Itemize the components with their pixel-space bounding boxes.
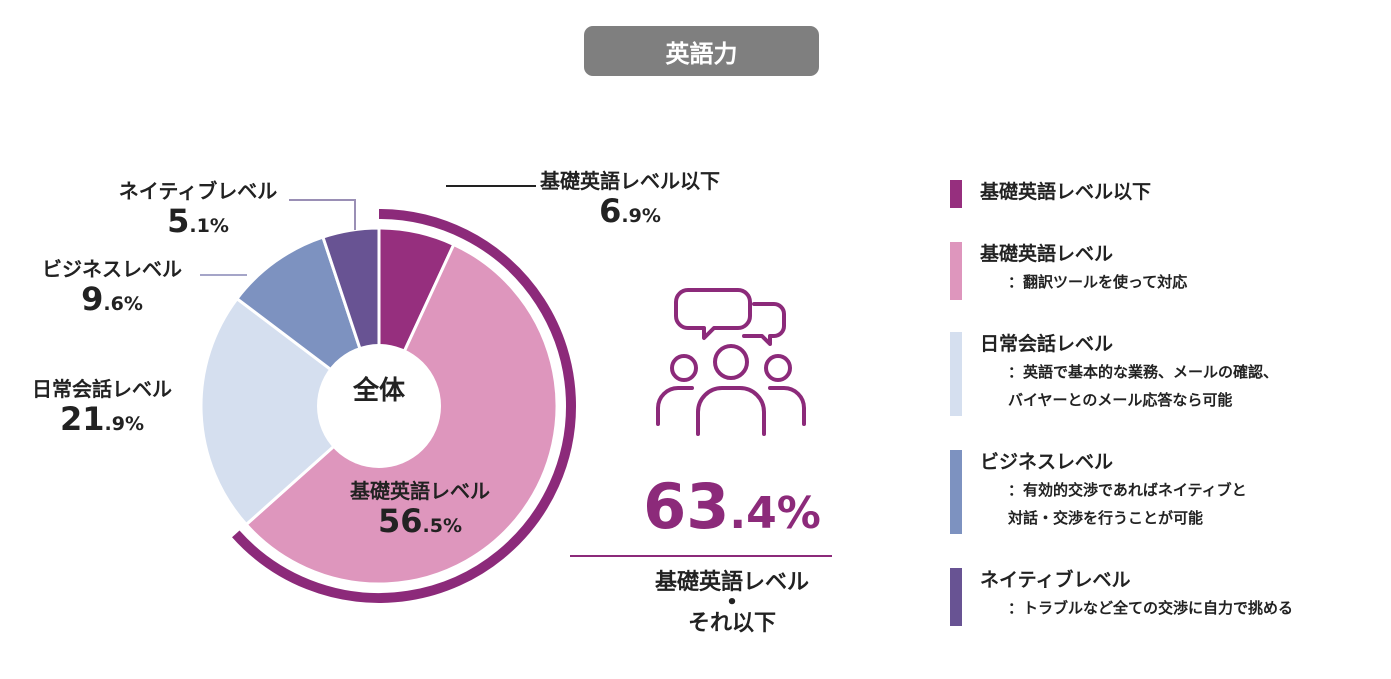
- legend-item-daily: 日常会話レベル ：英語で基本的な業務、メールの確認、 バイヤーとのメール応答なら…: [950, 330, 1380, 448]
- legend: 基礎英語レベル以下 基礎英語レベル ：翻訳ツールを使って対応 日常会話レベル ：…: [950, 178, 1380, 628]
- legend-swatch: [950, 450, 962, 534]
- legend-desc: ：有効的交渉であればネイティブと 対話・交渉を行うことが可能: [1008, 481, 1247, 527]
- legend-desc: ：トラブルなど全ての交渉に自力で挑める: [1008, 599, 1294, 617]
- people-chat-icon: [656, 288, 806, 436]
- highlight-caption-line1: 基礎英語レベル: [654, 570, 809, 595]
- center-label: 全体: [352, 376, 405, 406]
- label-daily-value: 21.9%: [59, 400, 144, 438]
- legend-label: 日常会話レベル: [980, 333, 1114, 355]
- label-business: ビジネスレベル 9.6%: [22, 258, 202, 318]
- legend-swatch: [950, 332, 962, 416]
- legend-item-basic-below: 基礎英語レベル以下: [950, 178, 1380, 240]
- label-basic-name: 基礎英語レベル: [350, 479, 490, 503]
- legend-item-basic: 基礎英語レベル ：翻訳ツールを使って対応: [950, 240, 1380, 330]
- label-basic-value: 56.5%: [377, 502, 462, 540]
- label-basic-below: 基礎英語レベル以下 6.9%: [540, 170, 720, 230]
- label-daily: 日常会話レベル 21.9%: [12, 378, 192, 438]
- label-business-value: 9.6%: [81, 280, 143, 318]
- legend-swatch: [950, 568, 962, 626]
- chart-title: 英語力: [584, 26, 819, 76]
- label-daily-name: 日常会話レベル: [32, 377, 172, 401]
- label-native-value: 5.1%: [167, 202, 229, 240]
- legend-swatch: [950, 180, 962, 208]
- legend-desc: ：翻訳ツールを使って対応: [1008, 273, 1188, 291]
- highlight-caption: 基礎英語レベル • それ以下: [620, 570, 844, 637]
- legend-item-native: ネイティブレベル ：トラブルなど全ての交渉に自力で挑める: [950, 566, 1380, 628]
- leader-line-native: [289, 199, 356, 230]
- legend-label: ネイティブレベル: [980, 569, 1131, 591]
- label-basic-below-name: 基礎英語レベル以下: [540, 169, 720, 193]
- legend-label: 基礎英語レベル以下: [980, 181, 1152, 203]
- label-native-name: ネイティブレベル: [118, 179, 278, 203]
- label-basic-below-value: 6.9%: [599, 192, 661, 230]
- label-basic: 基礎英語レベル 56.5%: [330, 480, 510, 540]
- legend-item-business: ビジネスレベル ：有効的交渉であればネイティブと 対話・交渉を行うことが可能: [950, 448, 1380, 566]
- slice-daily: [199, 296, 382, 527]
- legend-label: 基礎英語レベル: [980, 243, 1114, 265]
- legend-desc: ：英語で基本的な業務、メールの確認、 バイヤーとのメール応答なら可能: [1008, 363, 1279, 409]
- legend-swatch: [950, 242, 962, 300]
- legend-label: ビジネスレベル: [980, 451, 1114, 473]
- highlight-caption-line2: それ以下: [687, 610, 776, 636]
- label-native: ネイティブレベル 5.1%: [108, 180, 288, 240]
- label-business-name: ビジネスレベル: [42, 257, 182, 281]
- highlight-caption-dot: •: [726, 592, 738, 614]
- center-hole: [317, 344, 441, 468]
- highlight-value: 63.4%: [643, 470, 821, 543]
- highlight-arc: [232, 209, 576, 603]
